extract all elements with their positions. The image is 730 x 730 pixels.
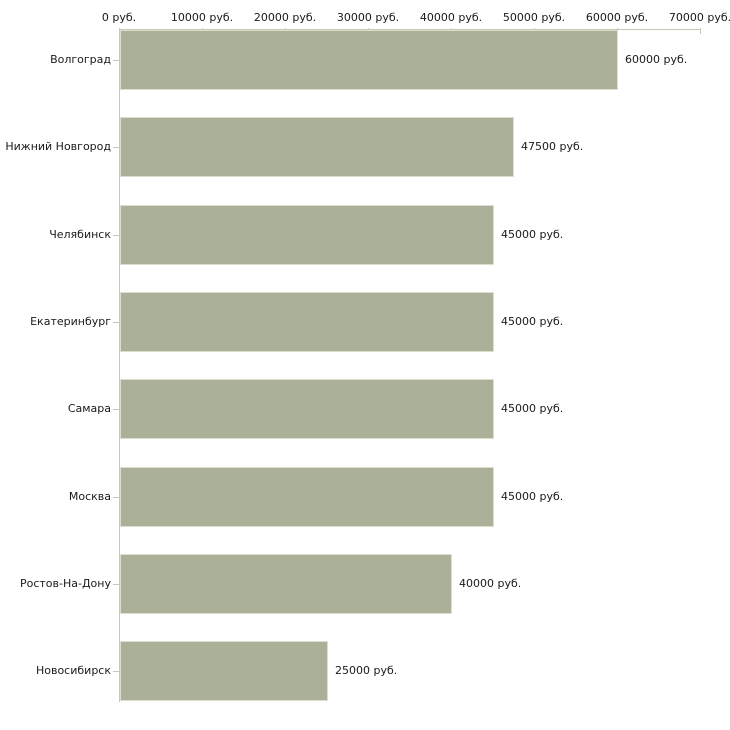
x-axis-tick-label: 30000 руб. (336, 11, 400, 24)
category-label: Москва (68, 490, 111, 503)
bar-value-label: 60000 руб. (625, 53, 688, 66)
category-tick-mark (113, 147, 119, 148)
bar-7 (120, 641, 328, 701)
bar-value-label: 40000 руб. (459, 577, 522, 590)
bar-0 (120, 30, 618, 90)
category-label: Новосибирск (35, 664, 111, 677)
category-tick-mark (113, 584, 119, 585)
bar-2 (120, 205, 494, 265)
category-label: Волгоград (50, 53, 111, 66)
category-label: Ростов-На-Дону (19, 577, 111, 590)
x-axis-tick-mark (700, 28, 701, 34)
x-axis-line (119, 29, 701, 30)
category-tick-mark (113, 409, 119, 410)
category-tick-mark (113, 60, 119, 61)
category-label: Екатеринбург (30, 315, 111, 328)
bar-value-label: 45000 руб. (501, 315, 564, 328)
x-axis-tick-label: 50000 руб. (502, 11, 566, 24)
x-axis-tick-label: 60000 руб. (585, 11, 649, 24)
bar-6 (120, 554, 452, 614)
x-axis-tick-label: 10000 руб. (170, 11, 234, 24)
bar-4 (120, 379, 494, 439)
category-tick-mark (113, 235, 119, 236)
x-axis-tick-label: 40000 руб. (419, 11, 483, 24)
bar-1 (120, 117, 514, 177)
category-label: Самара (67, 402, 111, 415)
x-axis-tick-label: 0 руб. (101, 11, 137, 24)
category-label: Челябинск (49, 228, 111, 241)
bar-value-label: 47500 руб. (521, 140, 584, 153)
category-label: Нижний Новгород (5, 140, 111, 153)
category-tick-mark (113, 322, 119, 323)
bar-3 (120, 292, 494, 352)
y-axis-line (119, 29, 120, 702)
x-axis-tick-mark (119, 28, 120, 34)
category-tick-mark (113, 497, 119, 498)
bar-value-label: 45000 руб. (501, 402, 564, 415)
bar-value-label: 45000 руб. (501, 490, 564, 503)
category-tick-mark (113, 671, 119, 672)
bar-value-label: 45000 руб. (501, 228, 564, 241)
x-axis-tick-label: 20000 руб. (253, 11, 317, 24)
x-axis-tick-label: 70000 руб. (668, 11, 730, 24)
bar-5 (120, 467, 494, 527)
bar-value-label: 25000 руб. (335, 664, 398, 677)
